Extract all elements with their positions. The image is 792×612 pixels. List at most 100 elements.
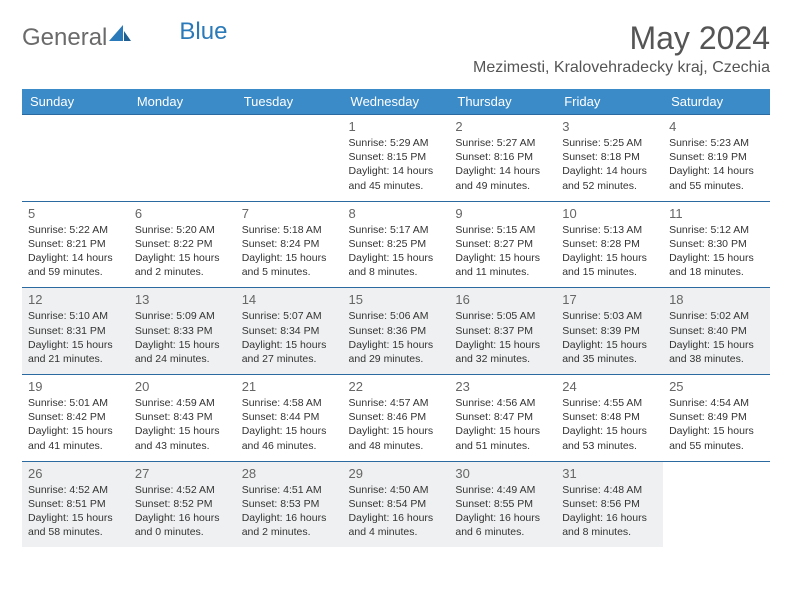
- month-title: May 2024: [473, 20, 770, 57]
- calendar-week-row: 12 Sunrise: 5:10 AMSunset: 8:31 PMDayligh…: [22, 288, 770, 375]
- day-number: 13: [135, 292, 230, 307]
- calendar-day-cell: 19Sunrise: 5:01 AMSunset: 8:42 PMDayligh…: [22, 375, 129, 462]
- calendar-day-cell: 8Sunrise: 5:17 AMSunset: 8:25 PMDaylight…: [343, 201, 450, 288]
- calendar-day-cell: 29 Sunrise: 4:50 AMSunset: 8:54 PMDayligh…: [343, 461, 450, 547]
- day-number: 15: [349, 292, 444, 307]
- calendar-day-cell: 5 Sunrise: 5:22 AMSunset: 8:21 PMDaylight…: [22, 201, 129, 288]
- calendar-empty-cell: [22, 115, 129, 202]
- day-number: 10: [562, 206, 657, 221]
- calendar-day-cell: 15Sunrise: 5:06 AMSunset: 8:36 PMDayligh…: [343, 288, 450, 375]
- day-number: 20: [135, 379, 230, 394]
- day-number: 14: [242, 292, 337, 307]
- location: Mezimesti, Kralovehradecky kraj, Czechia: [473, 59, 770, 77]
- day-number: 26: [28, 466, 123, 481]
- day-details: Sunrise: 4:55 AMSunset: 8:48 PMDaylight:…: [562, 396, 657, 453]
- calendar-day-cell: 14 Sunrise: 5:07 AMSunset: 8:34 PMDayligh…: [236, 288, 343, 375]
- calendar-day-cell: 4 Sunrise: 5:23 AMSunset: 8:19 PMDaylight…: [663, 115, 770, 202]
- calendar-week-row: 5 Sunrise: 5:22 AMSunset: 8:21 PMDaylight…: [22, 201, 770, 288]
- day-number: 28: [242, 466, 337, 481]
- day-number: 30: [455, 466, 550, 481]
- calendar-table: SundayMondayTuesdayWednesdayThursdayFrid…: [22, 89, 770, 547]
- calendar-day-cell: 16Sunrise: 5:05 AMSunset: 8:37 PMDayligh…: [449, 288, 556, 375]
- calendar-body: 1 Sunrise: 5:29 AMSunset: 8:15 PMDaylight…: [22, 115, 770, 548]
- calendar-empty-cell: [129, 115, 236, 202]
- day-number: 27: [135, 466, 230, 481]
- day-details: Sunrise: 5:07 AMSunset: 8:34 PMDaylight:…: [242, 309, 337, 366]
- calendar-day-cell: 2 Sunrise: 5:27 AMSunset: 8:16 PMDaylight…: [449, 115, 556, 202]
- calendar-week-row: 1 Sunrise: 5:29 AMSunset: 8:15 PMDaylight…: [22, 115, 770, 202]
- calendar-day-cell: 17Sunrise: 5:03 AMSunset: 8:39 PMDayligh…: [556, 288, 663, 375]
- day-number: 25: [669, 379, 764, 394]
- day-number: 29: [349, 466, 444, 481]
- day-number: 31: [562, 466, 657, 481]
- day-number: 2: [455, 119, 550, 134]
- calendar-day-cell: 24 Sunrise: 4:55 AMSunset: 8:48 PMDayligh…: [556, 375, 663, 462]
- day-number: 7: [242, 206, 337, 221]
- calendar-day-cell: 23Sunrise: 4:56 AMSunset: 8:47 PMDayligh…: [449, 375, 556, 462]
- weekday-header: Sunday: [22, 89, 129, 115]
- day-details: Sunrise: 4:56 AMSunset: 8:47 PMDaylight:…: [455, 396, 550, 453]
- weekday-header: Tuesday: [236, 89, 343, 115]
- day-number: 4: [669, 119, 764, 134]
- day-details: Sunrise: 4:57 AMSunset: 8:46 PMDaylight:…: [349, 396, 444, 453]
- weekday-header: Thursday: [449, 89, 556, 115]
- day-number: 5: [28, 206, 123, 221]
- weekday-header-row: SundayMondayTuesdayWednesdayThursdayFrid…: [22, 89, 770, 115]
- weekday-header: Friday: [556, 89, 663, 115]
- day-details: Sunrise: 4:58 AMSunset: 8:44 PMDaylight:…: [242, 396, 337, 453]
- brand-logo: General Blue: [22, 24, 227, 52]
- day-number: 3: [562, 119, 657, 134]
- day-details: Sunrise: 5:05 AMSunset: 8:37 PMDaylight:…: [455, 309, 550, 366]
- day-number: 22: [349, 379, 444, 394]
- day-number: 9: [455, 206, 550, 221]
- day-details: Sunrise: 4:50 AMSunset: 8:54 PMDaylight:…: [349, 483, 444, 540]
- day-details: Sunrise: 5:22 AMSunset: 8:21 PMDaylight:…: [28, 223, 123, 280]
- day-details: Sunrise: 5:12 AMSunset: 8:30 PMDaylight:…: [669, 223, 764, 280]
- weekday-header: Wednesday: [343, 89, 450, 115]
- calendar-day-cell: 22 Sunrise: 4:57 AMSunset: 8:46 PMDayligh…: [343, 375, 450, 462]
- weekday-header: Monday: [129, 89, 236, 115]
- brand-part1: General: [22, 24, 107, 52]
- day-number: 12: [28, 292, 123, 307]
- weekday-header: Saturday: [663, 89, 770, 115]
- day-details: Sunrise: 4:59 AMSunset: 8:43 PMDaylight:…: [135, 396, 230, 453]
- day-details: Sunrise: 5:18 AMSunset: 8:24 PMDaylight:…: [242, 223, 337, 280]
- day-details: Sunrise: 4:49 AMSunset: 8:55 PMDaylight:…: [455, 483, 550, 540]
- calendar-day-cell: 7 Sunrise: 5:18 AMSunset: 8:24 PMDaylight…: [236, 201, 343, 288]
- day-details: Sunrise: 4:54 AMSunset: 8:49 PMDaylight:…: [669, 396, 764, 453]
- day-details: Sunrise: 5:09 AMSunset: 8:33 PMDaylight:…: [135, 309, 230, 366]
- calendar-day-cell: 28 Sunrise: 4:51 AMSunset: 8:53 PMDayligh…: [236, 461, 343, 547]
- day-number: 6: [135, 206, 230, 221]
- brand-part2: Blue: [179, 18, 227, 46]
- day-details: Sunrise: 5:10 AMSunset: 8:31 PMDaylight:…: [28, 309, 123, 366]
- calendar-day-cell: 13 Sunrise: 5:09 AMSunset: 8:33 PMDayligh…: [129, 288, 236, 375]
- day-details: Sunrise: 5:25 AMSunset: 8:18 PMDaylight:…: [562, 136, 657, 193]
- calendar-empty-cell: [236, 115, 343, 202]
- day-details: Sunrise: 5:03 AMSunset: 8:39 PMDaylight:…: [562, 309, 657, 366]
- calendar-week-row: 19Sunrise: 5:01 AMSunset: 8:42 PMDayligh…: [22, 375, 770, 462]
- calendar-day-cell: 11Sunrise: 5:12 AMSunset: 8:30 PMDayligh…: [663, 201, 770, 288]
- calendar-day-cell: 9 Sunrise: 5:15 AMSunset: 8:27 PMDaylight…: [449, 201, 556, 288]
- calendar-day-cell: 25 Sunrise: 4:54 AMSunset: 8:49 PMDayligh…: [663, 375, 770, 462]
- calendar-day-cell: 6 Sunrise: 5:20 AMSunset: 8:22 PMDaylight…: [129, 201, 236, 288]
- day-details: Sunrise: 5:29 AMSunset: 8:15 PMDaylight:…: [349, 136, 444, 193]
- calendar-day-cell: 20 Sunrise: 4:59 AMSunset: 8:43 PMDayligh…: [129, 375, 236, 462]
- day-number: 24: [562, 379, 657, 394]
- day-number: 18: [669, 292, 764, 307]
- day-details: Sunrise: 5:20 AMSunset: 8:22 PMDaylight:…: [135, 223, 230, 280]
- calendar-week-row: 26 Sunrise: 4:52 AMSunset: 8:51 PMDayligh…: [22, 461, 770, 547]
- day-details: Sunrise: 5:23 AMSunset: 8:19 PMDaylight:…: [669, 136, 764, 193]
- calendar-day-cell: 1 Sunrise: 5:29 AMSunset: 8:15 PMDaylight…: [343, 115, 450, 202]
- day-number: 8: [349, 206, 444, 221]
- calendar-day-cell: 18 Sunrise: 5:02 AMSunset: 8:40 PMDayligh…: [663, 288, 770, 375]
- day-details: Sunrise: 5:27 AMSunset: 8:16 PMDaylight:…: [455, 136, 550, 193]
- day-details: Sunrise: 4:51 AMSunset: 8:53 PMDaylight:…: [242, 483, 337, 540]
- day-details: Sunrise: 5:15 AMSunset: 8:27 PMDaylight:…: [455, 223, 550, 280]
- calendar-day-cell: 12 Sunrise: 5:10 AMSunset: 8:31 PMDayligh…: [22, 288, 129, 375]
- day-details: Sunrise: 5:02 AMSunset: 8:40 PMDaylight:…: [669, 309, 764, 366]
- calendar-day-cell: 31Sunrise: 4:48 AMSunset: 8:56 PMDayligh…: [556, 461, 663, 547]
- calendar-day-cell: 27Sunrise: 4:52 AMSunset: 8:52 PMDayligh…: [129, 461, 236, 547]
- title-block: May 2024 Mezimesti, Kralovehradecky kraj…: [473, 20, 770, 83]
- day-number: 1: [349, 119, 444, 134]
- day-details: Sunrise: 4:52 AMSunset: 8:51 PMDaylight:…: [28, 483, 123, 540]
